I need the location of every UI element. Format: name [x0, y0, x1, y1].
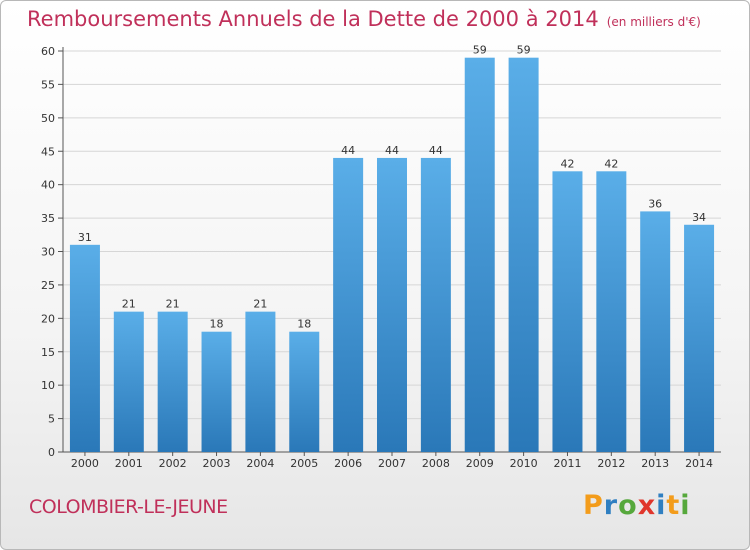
- title-text: Remboursements Annuels de la Dette de 20…: [27, 7, 599, 31]
- bars: [69, 57, 715, 453]
- axes: 0 5 10 15 20 25 30 35 40 45 50 55 60: [41, 45, 721, 459]
- chart-subtitle: (en milliers d'€): [606, 15, 701, 29]
- logo-letter: r: [603, 490, 619, 521]
- data-label: 42: [604, 157, 618, 170]
- x-tick-label: 2009: [466, 457, 494, 470]
- logo-letter: o: [618, 490, 638, 521]
- data-label: 34: [692, 211, 706, 224]
- logo-letter: x: [637, 490, 657, 521]
- logo-letter: P: [583, 490, 604, 521]
- x-tick-label: 2000: [71, 457, 99, 470]
- y-tick-label: 60: [41, 45, 55, 58]
- data-label: 21: [122, 298, 136, 311]
- y-tick-label: 40: [41, 179, 55, 192]
- bar: [420, 157, 451, 452]
- bar: [684, 224, 715, 452]
- logo-letter: i: [656, 490, 667, 521]
- bar: [157, 311, 188, 452]
- y-tick-label: 50: [41, 112, 55, 125]
- x-tick-label: 2008: [422, 457, 450, 470]
- y-tick-label: 45: [41, 145, 55, 158]
- bar: [377, 157, 407, 452]
- bar: [245, 311, 276, 452]
- data-label: 59: [473, 44, 487, 57]
- x-tick-label: 2012: [597, 457, 625, 470]
- bar: [552, 171, 583, 453]
- proxiti-logo[interactable]: Proxiti: [583, 490, 691, 521]
- bar: [113, 311, 144, 452]
- y-tick-label: 25: [41, 279, 55, 292]
- bar: [289, 331, 320, 452]
- data-label: 59: [517, 44, 531, 57]
- data-label: 44: [341, 144, 355, 157]
- y-tick-label: 5: [48, 413, 55, 426]
- data-label: 18: [210, 318, 224, 331]
- y-tick-label: 0: [48, 446, 55, 459]
- x-tick-label: 2003: [203, 457, 231, 470]
- bar: [596, 171, 627, 453]
- data-label: 36: [648, 197, 662, 210]
- data-label: 18: [297, 318, 311, 331]
- y-tick-label: 20: [41, 312, 55, 325]
- x-tick-label: 2001: [115, 457, 143, 470]
- y-tick-label: 55: [41, 78, 55, 91]
- x-tick-label: 2010: [510, 457, 538, 470]
- x-tick-label: 2004: [246, 457, 274, 470]
- chart-title: Remboursements Annuels de la Dette de 20…: [27, 7, 701, 31]
- x-tick-label: 2002: [159, 457, 187, 470]
- x-tick-label: 2013: [641, 457, 669, 470]
- x-tick-label: 2014: [685, 457, 713, 470]
- x-tick-label: 2005: [290, 457, 318, 470]
- bar: [464, 57, 495, 452]
- x-tick-label: 2007: [378, 457, 406, 470]
- data-label: 44: [385, 144, 399, 157]
- bar: [69, 244, 100, 452]
- data-label: 21: [166, 298, 180, 311]
- y-tick-label: 15: [41, 346, 55, 359]
- logo-letter: i: [680, 490, 691, 521]
- x-tick-label: 2011: [553, 457, 581, 470]
- labels: 31 2000 21 2001 21 2002 18 2003 21 2004 18 2005 44 20…: [71, 44, 713, 470]
- bar: [640, 211, 671, 452]
- y-tick-label: 35: [41, 212, 55, 225]
- bar: [508, 57, 539, 452]
- x-tick-label: 2006: [334, 457, 362, 470]
- logo-letter: t: [666, 490, 681, 521]
- y-tick-label: 10: [41, 379, 55, 392]
- commune-name: COLOMBIER-LE-JEUNE: [29, 496, 228, 518]
- bar: [201, 331, 232, 452]
- data-label: 31: [78, 231, 92, 244]
- y-tick-label: 30: [41, 246, 55, 259]
- data-label: 42: [560, 157, 574, 170]
- bar: [333, 157, 364, 452]
- data-label: 44: [429, 144, 443, 157]
- data-label: 21: [253, 298, 267, 311]
